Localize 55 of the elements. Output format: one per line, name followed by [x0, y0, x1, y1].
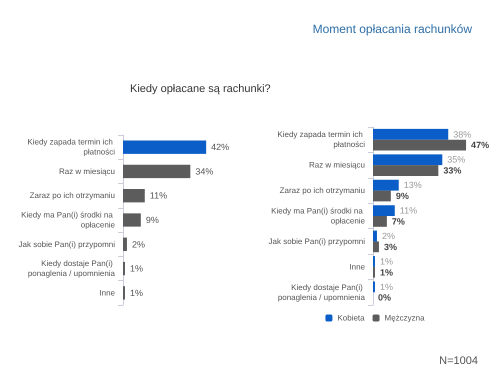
data-label: 9%: [146, 215, 159, 225]
data-label: 1%: [130, 288, 143, 298]
y-tick-label: Inne: [99, 288, 116, 298]
y-tick-label: Kiedy ma Pan(i) środki na opłacenie: [21, 210, 116, 230]
data-label: 33%: [443, 166, 462, 176]
y-tick-label: Inne: [349, 262, 366, 272]
data-label: 2%: [382, 231, 395, 242]
y-tick-label: Kiedy zapada termin ich płatności: [277, 130, 366, 150]
legend-label: Mężczyzna: [384, 314, 426, 322]
chart-title: Moment opłacania rachunków: [312, 22, 472, 36]
bar: [123, 164, 190, 178]
data-label: 1%: [380, 267, 393, 278]
data-label: 35%: [447, 154, 466, 165]
bar: [373, 241, 379, 252]
bar: [373, 216, 387, 227]
y-tick-label: Jak sobie Pan(i) przypomni: [18, 240, 116, 249]
data-label: 11%: [400, 206, 418, 216]
bar: [123, 189, 145, 202]
data-label: 1%: [380, 282, 393, 292]
y-tick-label: Raz w miesiącu: [308, 160, 365, 170]
bar: [373, 230, 377, 242]
bar: [373, 165, 438, 176]
y-tick-label: Zaraz po ich otrzymaniu: [280, 186, 365, 196]
data-label: 11%: [150, 190, 168, 201]
y-tick-label: Kiedy ma Pan(i) środki na opłacenie: [271, 206, 366, 226]
data-label: 7%: [392, 216, 405, 226]
data-label: 3%: [384, 242, 397, 252]
bar: [373, 154, 442, 166]
data-label: 13%: [404, 180, 422, 190]
data-label: 0%: [378, 292, 392, 303]
data-label: 34%: [195, 166, 214, 176]
data-label: 47%: [471, 140, 490, 150]
bar: [373, 190, 391, 202]
bar: [123, 213, 141, 227]
data-label: 9%: [396, 190, 409, 201]
bar: [123, 140, 206, 154]
data-label: 42%: [211, 142, 230, 152]
y-tick-label: Kiedy zapada termin ich płatności: [27, 138, 116, 157]
legend-label: Kobieta: [337, 314, 366, 322]
text: N=1004: [439, 355, 478, 367]
chart-subtitle: Kiedy opłacane są rachunki?: [130, 83, 271, 95]
y-tick-label: Jak sobie Pan(i) przypomni: [268, 236, 366, 246]
data-label: 1%: [380, 256, 393, 266]
data-label: 38%: [453, 129, 472, 140]
bar: [373, 140, 466, 151]
bar: [123, 238, 127, 251]
y-tick-label: Raz w miesiącu: [58, 166, 115, 176]
data-label: 1%: [130, 264, 143, 274]
y-tick-label: Kiedy dostaje Pan(i) ponaglenia / upomnienia: [28, 259, 116, 278]
y-tick-label: Zaraz po ich otrzymaniu: [30, 191, 115, 200]
y-tick-label: Kiedy dostaje Pan(i) ponaglenia / upomnienia: [278, 282, 366, 302]
bar: [373, 128, 448, 140]
bar: [373, 180, 399, 191]
data-label: 2%: [132, 239, 145, 250]
bar: [373, 205, 395, 216]
